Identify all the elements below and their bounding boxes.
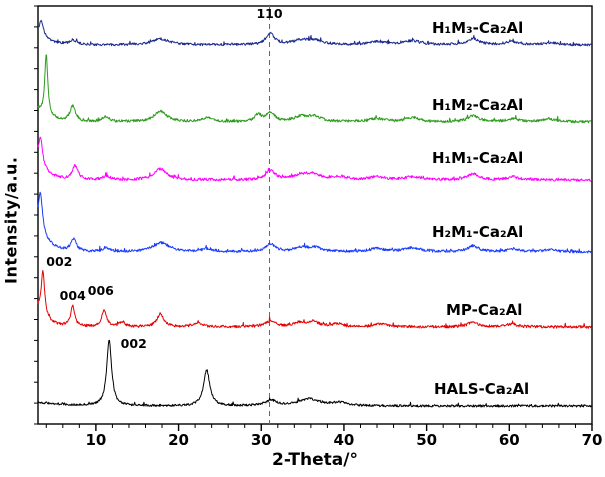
x-tick-label: 40 xyxy=(334,431,355,449)
xrd-trace-MP-Ca2Al xyxy=(37,270,592,329)
x-tick-label: 20 xyxy=(168,431,189,449)
y-axis-title: Intensity/a.u. xyxy=(1,156,21,284)
xrd-trace-H1M1-Ca2Al xyxy=(37,136,593,182)
xrd-trace-H1M3-Ca2Al xyxy=(37,19,592,47)
series-label-H2M1-Ca2Al: H₂M₁-Ca₂Al xyxy=(432,223,523,241)
peak-annotation-006-3: 006 xyxy=(88,283,114,298)
series-label-H1M1-Ca2Al: H₁M₁-Ca₂Al xyxy=(432,149,523,167)
peak-annotation-004-2: 004 xyxy=(60,288,86,303)
x-tick-label: 10 xyxy=(85,431,106,449)
peak-annotation-110-0: 110 xyxy=(256,6,282,21)
x-tick-label: 60 xyxy=(499,431,520,449)
xrd-trace-H2M1-Ca2Al xyxy=(37,191,592,254)
x-tick-label: 50 xyxy=(416,431,437,449)
x-tick-label: 30 xyxy=(251,431,272,449)
plot-frame xyxy=(37,5,593,425)
series-label-MP-Ca2Al: MP-Ca₂Al xyxy=(446,301,522,319)
xrd-trace-H1M2-Ca2Al xyxy=(37,54,592,124)
x-tick-label: 70 xyxy=(582,431,603,449)
series-label-H1M2-Ca2Al: H₁M₂-Ca₂Al xyxy=(432,96,523,114)
series-label-HALS-Ca2Al: HALS-Ca₂Al xyxy=(434,380,529,398)
xrd-trace-HALS-Ca2Al xyxy=(37,339,593,408)
peak-annotation-002-4: 002 xyxy=(121,336,147,351)
peak-annotation-002-1: 002 xyxy=(46,254,72,269)
x-axis-title: 2-Theta/° xyxy=(272,450,358,470)
series-label-H1M3-Ca2Al: H₁M₃-Ca₂Al xyxy=(432,19,523,37)
